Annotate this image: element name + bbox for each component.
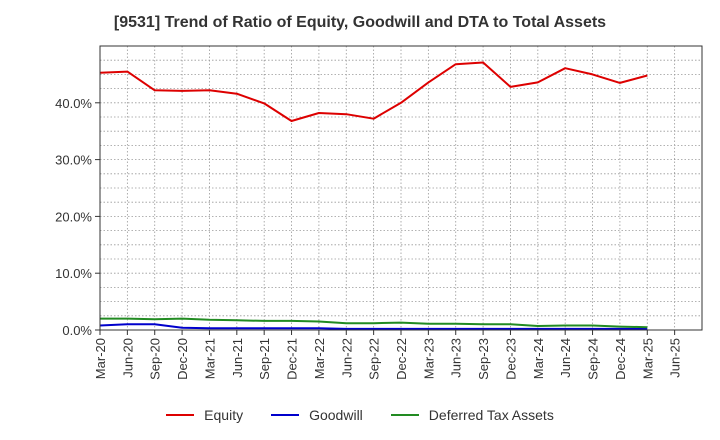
x-tick-label: Sep-24 bbox=[586, 338, 601, 380]
x-tick-label: Dec-21 bbox=[285, 338, 300, 380]
x-tick-label: Sep-21 bbox=[257, 338, 272, 380]
y-tick-label: 10.0% bbox=[55, 266, 92, 281]
x-tick-label: Jun-23 bbox=[449, 338, 464, 378]
legend-swatch-goodwill bbox=[271, 414, 300, 416]
x-tick-label: Sep-22 bbox=[367, 338, 382, 380]
x-axis: Mar-20 Jun-20 Sep-20 Dec-20 Mar-21 Jun-21 Sep-… bbox=[93, 330, 683, 380]
x-tick-label: Dec-20 bbox=[175, 338, 190, 380]
y-tick-label: 30.0% bbox=[55, 153, 92, 168]
legend-label-goodwill: Goodwill bbox=[309, 407, 363, 423]
legend-label-equity: Equity bbox=[204, 407, 244, 423]
chart-title: [9531] Trend of Ratio of Equity, Goodwil… bbox=[113, 14, 607, 31]
series-line-deferred-tax-assets bbox=[100, 317, 648, 329]
y-tick-label: 0.0% bbox=[62, 323, 92, 338]
y-axis: 0.0% 10.0% 20.0% 30.0% 40.0% bbox=[55, 96, 100, 338]
y-tick-label: 20.0% bbox=[55, 209, 92, 224]
x-tick-label: Mar-24 bbox=[531, 338, 546, 379]
legend: Equity Goodwill Deferred Tax Assets bbox=[0, 404, 720, 426]
y-tick-label: 40.0% bbox=[55, 96, 92, 111]
series-line-equity bbox=[99, 61, 648, 122]
grid-lines bbox=[100, 46, 702, 330]
x-tick-label: Dec-23 bbox=[503, 338, 518, 380]
x-tick-label: Mar-20 bbox=[93, 338, 108, 379]
series-lines bbox=[99, 61, 648, 330]
series-line-goodwill bbox=[99, 323, 648, 330]
x-tick-label: Sep-23 bbox=[476, 338, 491, 380]
x-tick-label: Jun-22 bbox=[339, 338, 354, 378]
x-tick-label: Jun-20 bbox=[120, 338, 135, 378]
x-tick-label: Mar-25 bbox=[640, 338, 655, 379]
x-tick-label: Mar-23 bbox=[421, 338, 436, 379]
legend-item-equity: Equity bbox=[166, 407, 243, 423]
x-tick-label: Jun-25 bbox=[668, 338, 683, 378]
x-tick-label: Jun-21 bbox=[230, 338, 245, 378]
x-tick-label: Jun-24 bbox=[558, 338, 573, 378]
x-tick-label: Mar-22 bbox=[312, 338, 327, 379]
legend-label-deferred-tax-assets: Deferred Tax Assets bbox=[428, 407, 554, 423]
x-tick-label: Dec-22 bbox=[394, 338, 409, 380]
x-tick-label: Sep-20 bbox=[148, 338, 163, 380]
legend-swatch-equity bbox=[166, 414, 195, 416]
x-tick-label: Mar-21 bbox=[202, 338, 217, 379]
x-tick-label: Dec-24 bbox=[613, 338, 628, 380]
legend-swatch-deferred-tax-assets bbox=[390, 414, 419, 416]
legend-item-deferred-tax-assets: Deferred Tax Assets bbox=[390, 407, 554, 423]
legend-item-goodwill: Goodwill bbox=[271, 407, 363, 423]
